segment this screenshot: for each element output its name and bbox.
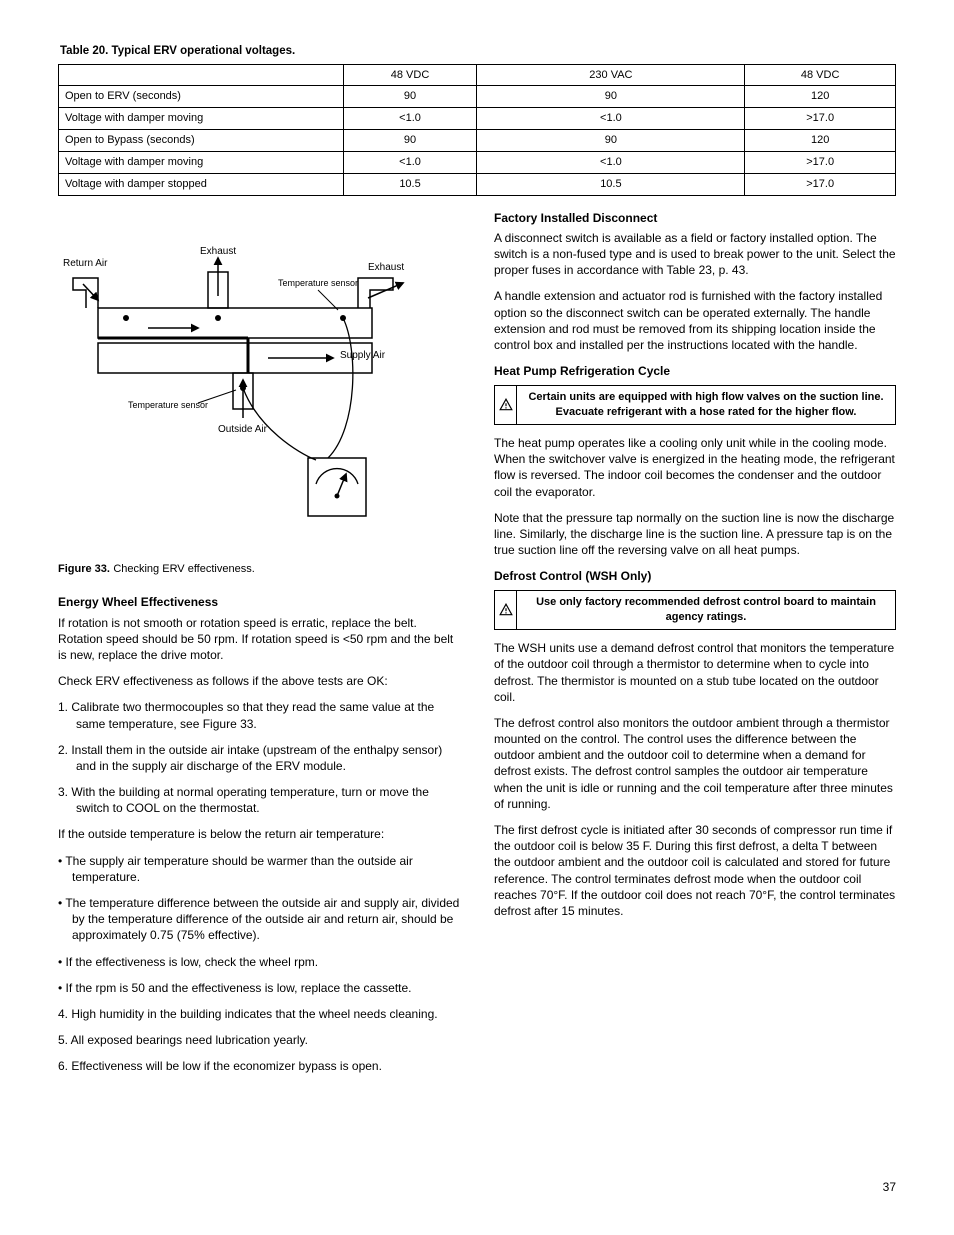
fig-label-outside: Outside Air bbox=[218, 424, 268, 435]
step-1: 1. Calibrate two thermocouples so that t… bbox=[76, 699, 460, 731]
erv-voltage-table: 48 VDC 230 VAC 48 VDC Open to ERV (secon… bbox=[58, 64, 896, 196]
col-0 bbox=[59, 64, 344, 86]
erv-diagram: Return Air Exhaust Exhaust Supply Air Ou… bbox=[58, 228, 418, 558]
hp-title: Heat Pump Refrigeration Cycle bbox=[494, 363, 896, 379]
right-column: Factory Installed Disconnect A disconnec… bbox=[494, 210, 896, 1085]
table-header-row: 48 VDC 230 VAC 48 VDC bbox=[59, 64, 896, 86]
def-p2: The defrost control also monitors the ou… bbox=[494, 715, 896, 812]
col-2: 230 VAC bbox=[477, 64, 745, 86]
col-3: 48 VDC bbox=[745, 64, 896, 86]
fig-label-return: Return Air bbox=[63, 258, 108, 269]
disconnect-title: Factory Installed Disconnect bbox=[494, 210, 896, 226]
step-4: 4. High humidity in the building indicat… bbox=[76, 1006, 460, 1022]
left-section-title: Energy Wheel Effectiveness bbox=[58, 594, 460, 610]
defrost-title: Defrost Control (WSH Only) bbox=[494, 568, 896, 584]
warning-triangle-icon bbox=[495, 591, 517, 629]
table-row: Voltage with damper moving <1.0 <1.0 >17… bbox=[59, 108, 896, 130]
left-steps-intro: Check ERV effectiveness as follows if th… bbox=[58, 673, 460, 689]
step-6: 6. Effectiveness will be low if the econ… bbox=[76, 1058, 460, 1074]
disc-p2: A handle extension and actuator rod is f… bbox=[494, 288, 896, 353]
fig-sensor-note-2: Temperature sensor bbox=[128, 400, 208, 410]
def-p3: The first defrost cycle is initiated aft… bbox=[494, 822, 896, 919]
step-3: 3. With the building at normal operating… bbox=[76, 784, 460, 816]
hp-p2: Note that the pressure tap normally on t… bbox=[494, 510, 896, 559]
left-intro: If rotation is not smooth or rotation sp… bbox=[58, 615, 460, 664]
step-5: 5. All exposed bearings need lubrication… bbox=[76, 1032, 460, 1048]
step-2: 2. Install them in the outside air intak… bbox=[76, 742, 460, 774]
fig-label-exhaust-out: Exhaust bbox=[368, 262, 404, 273]
table-title: Table 20. Typical ERV operational voltag… bbox=[60, 44, 896, 60]
ob-item-2: • The temperature difference between the… bbox=[72, 895, 460, 944]
figure-caption-bold: Figure 33. bbox=[58, 563, 110, 575]
warning-triangle-icon bbox=[495, 386, 517, 424]
page-number: 37 bbox=[883, 1179, 896, 1195]
ob-item-4: • If the rpm is 50 and the effectiveness… bbox=[72, 980, 460, 996]
outside-below-lead: If the outside temperature is below the … bbox=[58, 826, 460, 842]
caution-2-text: Use only factory recommended defrost con… bbox=[517, 591, 895, 629]
def-p1: The WSH units use a demand defrost contr… bbox=[494, 640, 896, 705]
fig-label-supply: Supply Air bbox=[340, 350, 386, 361]
table-row: Voltage with damper moving <1.0 <1.0 >17… bbox=[59, 151, 896, 173]
caution-box-2: Use only factory recommended defrost con… bbox=[494, 590, 896, 630]
figure-33: Return Air Exhaust Exhaust Supply Air Ou… bbox=[58, 228, 460, 577]
left-column: Return Air Exhaust Exhaust Supply Air Ou… bbox=[58, 210, 460, 1085]
fig-label-exhaust-up: Exhaust bbox=[200, 246, 236, 257]
hp-p1: The heat pump operates like a cooling on… bbox=[494, 435, 896, 500]
disc-p1: A disconnect switch is available as a fi… bbox=[494, 230, 896, 279]
fig-sensor-note-1: Temperature sensor bbox=[278, 278, 358, 288]
ob-item-1: • The supply air temperature should be w… bbox=[72, 853, 460, 885]
ob-item-3: • If the effectiveness is low, check the… bbox=[72, 954, 460, 970]
caution-1-text: Certain units are equipped with high flo… bbox=[517, 386, 895, 424]
col-1: 48 VDC bbox=[343, 64, 477, 86]
table-row: Voltage with damper stopped 10.5 10.5 >1… bbox=[59, 173, 896, 195]
table-row: Open to Bypass (seconds) 90 90 120 bbox=[59, 130, 896, 152]
table-row: Open to ERV (seconds) 90 90 120 bbox=[59, 86, 896, 108]
caution-box-1: Certain units are equipped with high flo… bbox=[494, 385, 896, 425]
